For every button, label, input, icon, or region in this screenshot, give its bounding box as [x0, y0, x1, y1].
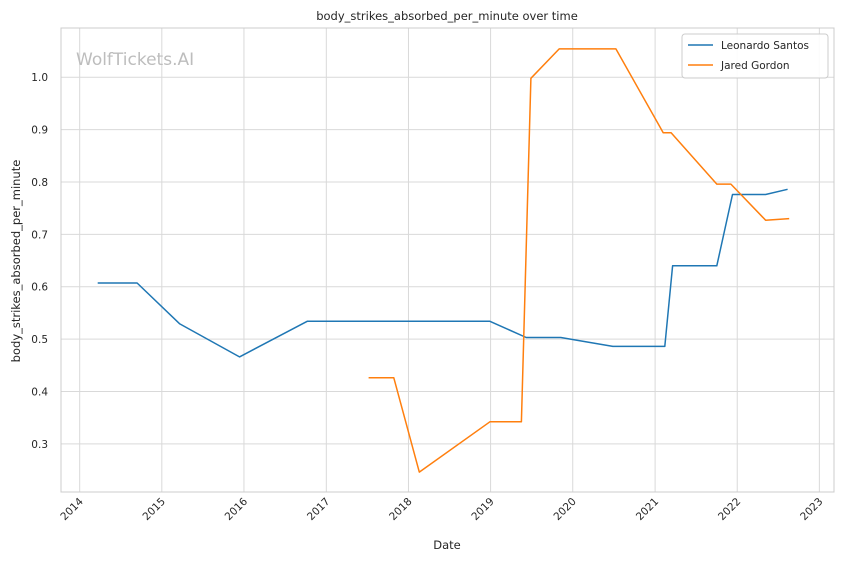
- legend-box: [681, 33, 829, 79]
- y-tick-label: 0.7: [31, 229, 48, 241]
- grid-lines: [61, 28, 834, 492]
- legend-label: Leonardo Santos: [721, 40, 809, 52]
- y-tick-label: 0.4: [31, 386, 48, 398]
- y-tick-label: 1.0: [31, 72, 48, 84]
- chart-title: body_strikes_absorbed_per_minute over ti…: [316, 9, 578, 23]
- legend: Leonardo Santos Jared Gordon: [681, 33, 829, 79]
- y-tick-label: 0.9: [31, 125, 48, 137]
- y-tick-label: 0.6: [31, 282, 48, 294]
- series-lines: [97, 48, 790, 473]
- watermark-logo: WolfTickets.AI: [76, 50, 194, 70]
- y-tick-label: 0.3: [31, 439, 48, 451]
- series-line-leonardo-santos: [97, 188, 788, 358]
- y-axis-label: body_strikes_absorbed_per_minute: [9, 160, 23, 363]
- x-axis-label: Date: [433, 538, 461, 552]
- y-tick-label: 0.5: [31, 334, 48, 346]
- y-tick-labels: 0.3 0.4 0.5 0.6 0.7 0.8 0.9 1.0: [31, 72, 48, 451]
- y-tick-label: 0.8: [31, 177, 48, 189]
- series-line-jared-gordon: [368, 48, 790, 473]
- plot-frame: [60, 27, 835, 493]
- legend-label: Jared Gordon: [720, 60, 790, 72]
